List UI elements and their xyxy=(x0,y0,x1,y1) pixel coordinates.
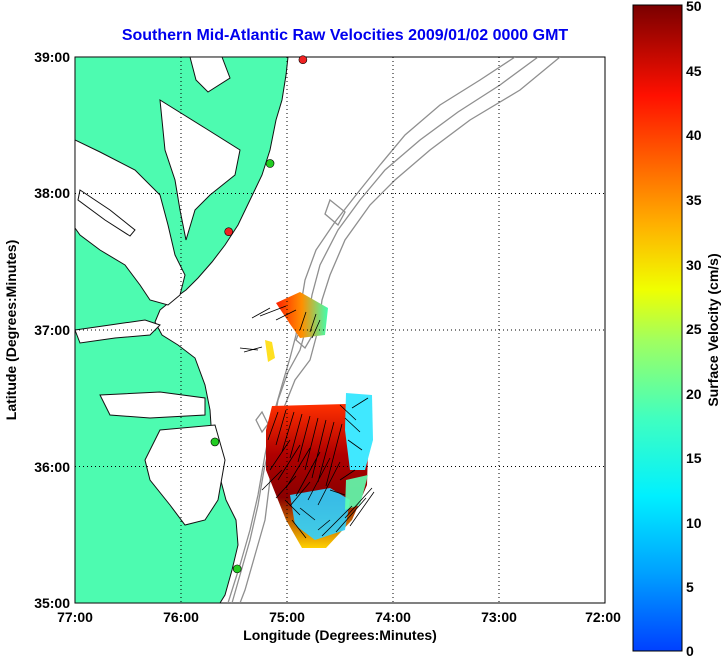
delmarva-water xyxy=(159,99,241,241)
pamlico-sound xyxy=(144,424,226,526)
velocity-patch-south-edge xyxy=(345,475,368,510)
velocity-field xyxy=(265,292,373,548)
colorbar xyxy=(632,4,683,652)
x-axis-label: Longitude (Degrees:Minutes) xyxy=(243,627,437,643)
x-tick-label: 76:00 xyxy=(163,609,199,625)
station-marker xyxy=(232,564,242,574)
x-tick-label: 73:00 xyxy=(481,609,517,625)
potomac-river xyxy=(77,189,136,237)
y-tick-label: 39:00 xyxy=(34,49,70,65)
chesapeake-bay xyxy=(75,139,186,306)
colorbar-ticks: 50 45 40 35 30 25 20 15 10 5 0 xyxy=(686,0,702,659)
colorbar-tick: 5 xyxy=(686,579,694,595)
y-tick-label: 37:00 xyxy=(34,322,70,338)
colorbar-tick: 10 xyxy=(686,515,702,531)
x-axis: 77:00 76:00 75:00 74:00 73:00 72:00 xyxy=(57,609,621,625)
x-tick-label: 75:00 xyxy=(269,609,305,625)
station-marker xyxy=(224,227,233,237)
y-tick-label: 36:00 xyxy=(34,459,70,475)
colorbar-tick: 0 xyxy=(686,643,694,659)
delaware-bay xyxy=(189,57,231,93)
colorbar-tick: 30 xyxy=(686,257,702,273)
x-tick-label: 72:00 xyxy=(585,609,621,625)
colorbar-tick: 20 xyxy=(686,386,702,402)
grid-lines xyxy=(75,57,605,603)
velocity-vectors xyxy=(239,305,375,539)
y-tick-label: 35:00 xyxy=(34,595,70,611)
x-tick-label: 74:00 xyxy=(375,609,411,625)
station-marker xyxy=(265,159,275,168)
colorbar-tick: 15 xyxy=(686,450,702,466)
colorbar-tick: 35 xyxy=(686,192,702,208)
y-tick-label: 38:00 xyxy=(34,185,70,201)
colorbar-label: Surface Velocity (cm/s) xyxy=(705,253,721,406)
colorbar-tick: 25 xyxy=(686,321,702,337)
colorbar-tick: 50 xyxy=(686,0,702,14)
y-axis-label: Latitude (Degrees:Minutes) xyxy=(3,240,19,420)
albemarle-sound xyxy=(99,391,206,419)
station-marker xyxy=(298,55,308,65)
map-title: Southern Mid-Atlantic Raw Velocities 200… xyxy=(122,27,569,44)
colorbar-tick: 40 xyxy=(686,127,702,143)
velocity-patch-small xyxy=(265,340,275,362)
velocity-patch-south-low xyxy=(290,488,350,540)
y-axis: 39:00 38:00 37:00 36:00 35:00 xyxy=(34,49,70,611)
x-tick-label: 77:00 xyxy=(57,609,93,625)
station-markers xyxy=(210,55,308,574)
station-marker xyxy=(210,437,220,447)
colorbar-tick: 45 xyxy=(686,63,702,79)
velocity-patch-north xyxy=(276,292,328,338)
